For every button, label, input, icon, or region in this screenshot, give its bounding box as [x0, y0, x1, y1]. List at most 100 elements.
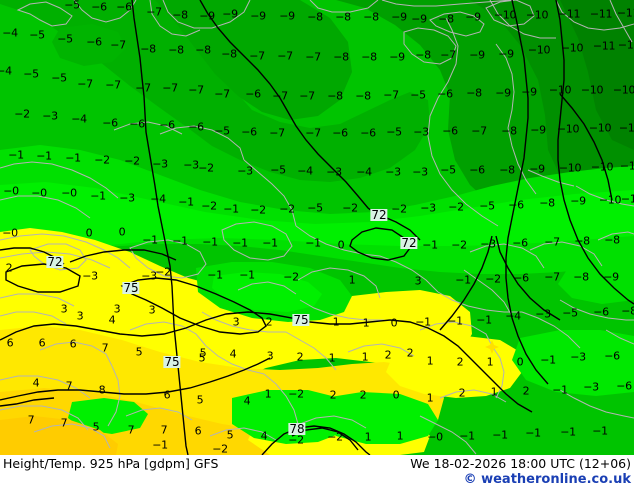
temperature-value-label: −3: [583, 380, 599, 394]
temperature-value-label: −0: [61, 186, 77, 200]
temperature-value-label: −1: [239, 268, 255, 282]
temperature-value-label: −7: [272, 89, 288, 103]
temperature-value-label: −10: [618, 121, 634, 135]
temperature-value-label: 1: [486, 355, 494, 369]
temperature-value-label: 4: [108, 313, 116, 327]
temperature-value-label: 5: [92, 420, 100, 434]
map-marker: [485, 340, 499, 354]
temperature-value-label: −7: [277, 49, 293, 63]
temperature-value-label: −4: [150, 192, 166, 206]
weather-map-canvas[interactable]: −5 −6 −6 −7 −8 −9 −9 −9 −9 −8 −8 −8 −9 −9 −8 −9 −10 −10 −1…: [0, 0, 634, 455]
temperature-value-label: −1: [36, 149, 52, 163]
temperature-value-label: 1: [426, 391, 434, 405]
height-contour-label: 78: [288, 422, 306, 436]
temp-band-green-patch-g: [512, 330, 634, 396]
temperature-value-label: 2: [265, 315, 273, 329]
temperature-value-label: −5: [29, 28, 45, 42]
temperature-value-label: −5: [440, 163, 456, 177]
temperature-value-label: −11: [592, 39, 616, 53]
temperature-value-label: −7: [162, 81, 178, 95]
temp-band-green-patch-d: [320, 392, 438, 444]
temperature-value-label: −1: [305, 236, 321, 250]
temperature-value-label: −1: [455, 273, 471, 287]
temperature-value-label: 7: [160, 423, 168, 437]
temperature-value-label: 3: [266, 349, 274, 363]
temperature-value-label: −1: [172, 234, 188, 248]
temperature-value-label: −11: [557, 7, 581, 21]
temperature-value-label: −1: [415, 315, 431, 329]
temperature-value-label: −1: [142, 233, 158, 247]
temperature-value-label: 0: [118, 225, 126, 239]
temperature-value-label: −6: [513, 271, 529, 285]
temperature-value-label: −6: [188, 120, 204, 134]
temperature-value-label: −2: [391, 202, 407, 216]
temperature-value-label: −9: [521, 85, 537, 99]
temp-band-green-north2: [155, 0, 352, 120]
temperature-value-label: −0: [3, 184, 19, 198]
temperature-value-label: −8: [172, 8, 188, 22]
temperature-value-label: −9: [530, 123, 546, 137]
temperature-value-label: 7: [127, 423, 135, 437]
temperature-value-label: −4: [297, 164, 313, 178]
height-contour-label: 72: [46, 255, 64, 269]
temperature-value-label: 8: [98, 383, 106, 397]
temperature-value-label: 5: [226, 428, 234, 442]
temperature-value-label: 7: [27, 413, 35, 427]
temperature-value-label: 1: [328, 351, 336, 365]
temperature-value-label: −7: [440, 48, 456, 62]
temperature-value-label: −10: [527, 43, 551, 57]
temperature-value-label: −8: [307, 10, 323, 24]
temperature-value-label: 7: [65, 379, 73, 393]
temperature-value-label: 7: [60, 416, 68, 430]
temp-band-green-patch-e: [68, 398, 148, 434]
temperature-value-label: −10: [558, 161, 582, 175]
temperature-value-label: −8: [327, 89, 343, 103]
temperature-value-label: −6: [245, 87, 261, 101]
temperature-value-label: 7: [101, 341, 109, 355]
temp-band-green-patch-b: [212, 272, 322, 312]
temperature-value-label: −3: [385, 165, 401, 179]
temperature-value-label: −1: [422, 238, 438, 252]
temperature-value-label: 2: [458, 386, 466, 400]
temperature-value-label: −9: [250, 9, 266, 23]
temperature-value-label: −8: [438, 12, 454, 26]
height-contour-label: 72: [370, 208, 388, 222]
temperature-value-label: −5: [51, 71, 67, 85]
temperature-value-label: 0: [337, 238, 345, 252]
temperature-value-label: 6: [194, 424, 202, 438]
temperature-value-label: −8: [355, 89, 371, 103]
temperature-value-label: 3: [76, 309, 84, 323]
temperature-value-label: −5: [64, 0, 80, 12]
temperature-value-label: 2: [456, 355, 464, 369]
temperature-value-label: −5: [270, 163, 286, 177]
temperature-value-label: −1: [525, 426, 541, 440]
temperature-value-label: 1: [264, 387, 272, 401]
temperature-value-label: −1: [232, 236, 248, 250]
temperature-value-label: −1: [262, 236, 278, 250]
temperature-value-label: 3: [60, 302, 68, 316]
temperature-value-label: −10: [598, 193, 622, 207]
temperature-value-label: −5: [57, 32, 73, 46]
temperature-value-label: −6: [116, 0, 132, 14]
temperature-value-label: −1: [459, 429, 475, 443]
temperature-value-label: −6: [508, 198, 524, 212]
temperature-value-label: −9: [495, 86, 511, 100]
temperature-value-label: −1: [476, 313, 492, 327]
temperature-value-label: 2: [359, 388, 367, 402]
temperature-value-label: 0: [390, 316, 398, 330]
temperature-value-label: 5: [198, 351, 206, 365]
temperature-value-label: 4: [243, 394, 251, 408]
temperature-value-label: −8: [621, 304, 634, 318]
temperature-value-label: −7: [105, 78, 121, 92]
temp-band-orange-sw: [0, 416, 118, 455]
temperature-value-label: −2: [14, 107, 30, 121]
temperature-value-label: −6: [437, 87, 453, 101]
temperature-value-label: −8: [168, 43, 184, 57]
temperature-value-label: −8: [573, 270, 589, 284]
temperature-value-label: −2: [94, 153, 110, 167]
temperature-value-label: −8: [195, 43, 211, 57]
temperature-value-label: −6: [241, 125, 257, 139]
temperature-value-label: −3: [412, 165, 428, 179]
temp-band-green-patch-f: [558, 260, 634, 304]
temperature-value-label: −9: [279, 9, 295, 23]
